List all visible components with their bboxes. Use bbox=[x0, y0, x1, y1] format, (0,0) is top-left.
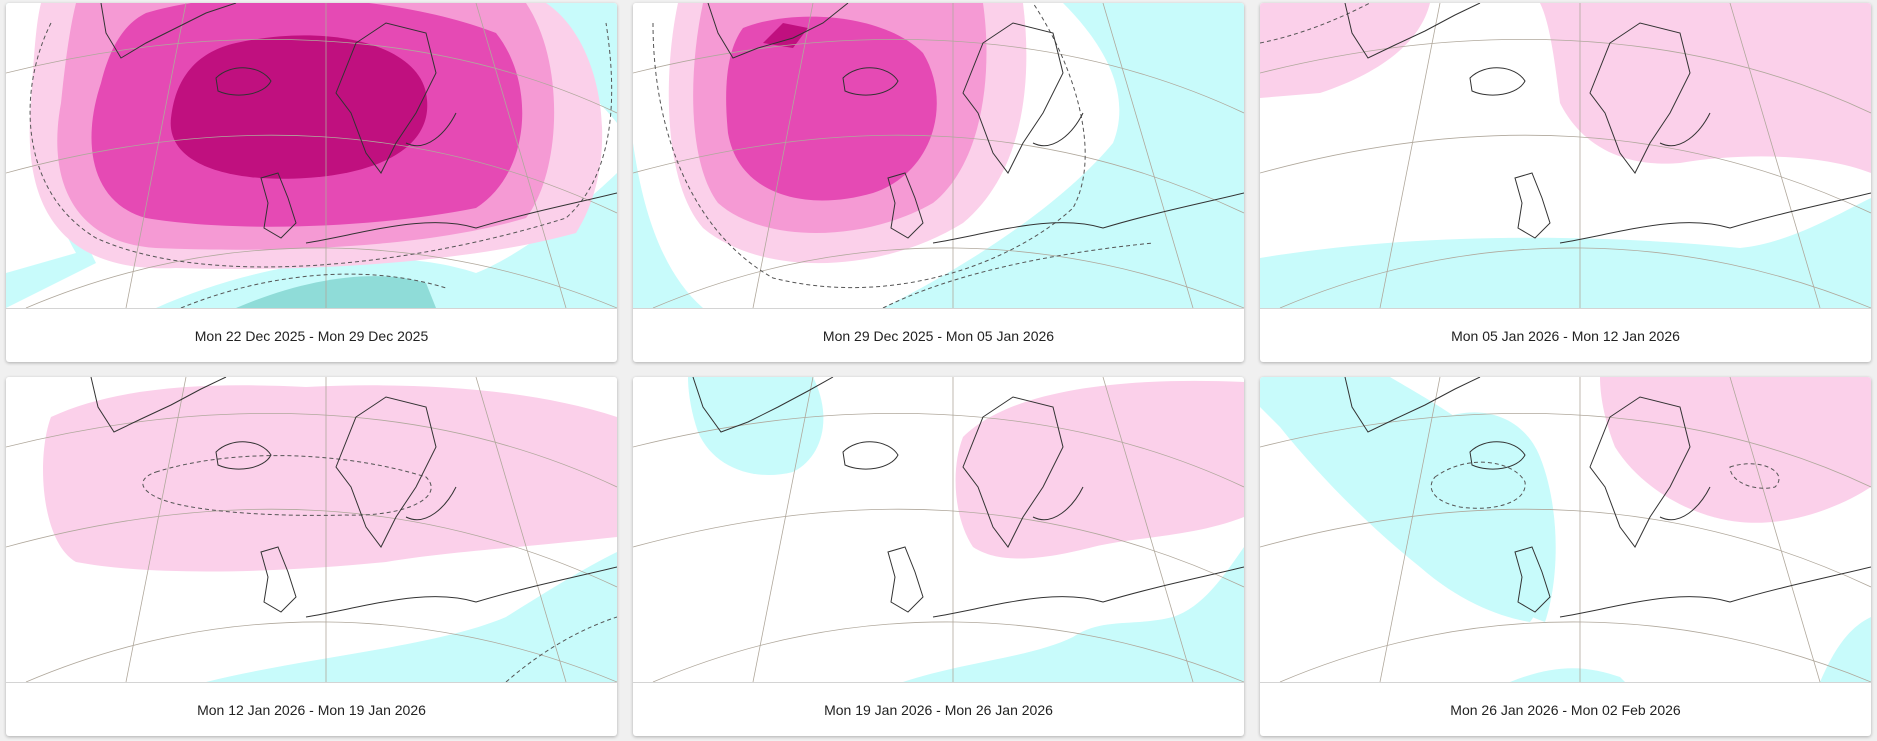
negative-anomaly-area bbox=[1260, 198, 1871, 308]
negative-anomaly-area bbox=[236, 276, 436, 308]
negative-anomaly-area bbox=[1820, 617, 1871, 682]
negative-anomaly-area bbox=[688, 377, 824, 476]
negative-anomaly-area bbox=[1510, 668, 1625, 682]
anomaly-map-2 bbox=[633, 3, 1244, 309]
date-range-label: Mon 05 Jan 2026 - Mon 12 Jan 2026 bbox=[1451, 327, 1680, 344]
europe-outline bbox=[305, 192, 617, 244]
forecast-card-4[interactable]: Mon 12 Jan 2026 - Mon 19 Jan 2026 bbox=[6, 377, 617, 736]
forecast-card-5[interactable]: Mon 19 Jan 2026 - Mon 26 Jan 2026 bbox=[633, 377, 1244, 736]
europe-outline bbox=[1559, 566, 1871, 618]
uk-outline bbox=[1514, 546, 1551, 613]
uk-outline bbox=[260, 172, 297, 239]
negative-anomaly-area bbox=[1407, 412, 1556, 622]
greenland-outline bbox=[1344, 377, 1481, 433]
baltic-outline bbox=[405, 112, 457, 147]
positive-anomaly-area bbox=[763, 23, 808, 48]
baltic-outline bbox=[1659, 112, 1711, 147]
greenland-outline bbox=[1344, 3, 1481, 59]
europe-outline bbox=[932, 192, 1244, 244]
anomaly-map-4 bbox=[6, 377, 617, 683]
positive-anomaly-area bbox=[43, 385, 617, 572]
negative-anomaly-area bbox=[206, 552, 617, 682]
forecast-card-2[interactable]: Mon 29 Dec 2025 - Mon 05 Jan 2026 bbox=[633, 3, 1244, 362]
anomaly-map-1 bbox=[6, 3, 617, 309]
iceland-outline bbox=[1469, 441, 1526, 470]
anomaly-map-5 bbox=[633, 377, 1244, 683]
positive-anomaly-area bbox=[170, 35, 428, 179]
positive-anomaly-area bbox=[955, 380, 1244, 559]
greenland-outline bbox=[707, 3, 849, 59]
iceland-outline bbox=[1469, 67, 1526, 96]
negative-anomaly-area bbox=[633, 143, 703, 308]
uk-outline bbox=[260, 546, 297, 613]
iceland-outline bbox=[215, 441, 272, 470]
iceland-outline bbox=[842, 67, 899, 96]
europe-outline bbox=[1559, 192, 1871, 244]
scandinavia-outline bbox=[1589, 22, 1691, 174]
baltic-outline bbox=[405, 486, 457, 521]
baltic-outline bbox=[1659, 486, 1711, 521]
scandinavia-outline bbox=[335, 22, 437, 174]
iceland-outline bbox=[215, 67, 272, 96]
date-range-label: Mon 12 Jan 2026 - Mon 19 Jan 2026 bbox=[197, 701, 426, 718]
forecast-card-6[interactable]: Mon 26 Jan 2026 - Mon 02 Feb 2026 bbox=[1260, 377, 1871, 736]
negative-anomaly-area bbox=[6, 3, 76, 273]
anomaly-map-6 bbox=[1260, 377, 1871, 683]
negative-anomaly-area bbox=[883, 3, 1244, 308]
uk-outline bbox=[887, 172, 924, 239]
scandinavia-outline bbox=[1589, 396, 1691, 548]
negative-anomaly-area bbox=[903, 547, 1244, 682]
date-range-label: Mon 26 Jan 2026 - Mon 02 Feb 2026 bbox=[1450, 701, 1681, 718]
greenland-outline bbox=[100, 3, 237, 59]
scandinavia-outline bbox=[962, 396, 1064, 548]
negative-anomaly-area bbox=[486, 3, 617, 123]
baltic-outline bbox=[1032, 112, 1084, 147]
greenland-outline bbox=[90, 377, 227, 433]
iceland-outline bbox=[842, 441, 899, 470]
baltic-outline bbox=[1032, 486, 1084, 521]
uk-outline bbox=[1514, 172, 1551, 239]
uk-outline bbox=[887, 546, 924, 613]
scandinavia-outline bbox=[335, 396, 437, 548]
positive-anomaly-area bbox=[726, 16, 937, 201]
greenland-outline bbox=[692, 377, 834, 433]
negative-anomaly-area bbox=[156, 173, 617, 308]
europe-outline bbox=[932, 566, 1244, 618]
scandinavia-outline bbox=[962, 22, 1064, 174]
forecast-grid: Mon 22 Dec 2025 - Mon 29 Dec 2025 bbox=[6, 3, 1872, 738]
date-range-label: Mon 29 Dec 2025 - Mon 05 Jan 2026 bbox=[822, 327, 1055, 344]
forecast-card-1[interactable]: Mon 22 Dec 2025 - Mon 29 Dec 2025 bbox=[6, 3, 617, 362]
forecast-card-3[interactable]: Mon 05 Jan 2026 - Mon 12 Jan 2026 bbox=[1260, 3, 1871, 362]
anomaly-map-3 bbox=[1260, 3, 1871, 309]
date-range-label: Mon 22 Dec 2025 - Mon 29 Dec 2025 bbox=[194, 327, 429, 344]
positive-anomaly-area bbox=[1600, 377, 1871, 523]
date-range-label: Mon 19 Jan 2026 - Mon 26 Jan 2026 bbox=[824, 701, 1053, 718]
europe-outline bbox=[305, 566, 617, 618]
positive-anomaly-area bbox=[1540, 3, 1871, 173]
positive-anomaly-area bbox=[1260, 3, 1430, 98]
